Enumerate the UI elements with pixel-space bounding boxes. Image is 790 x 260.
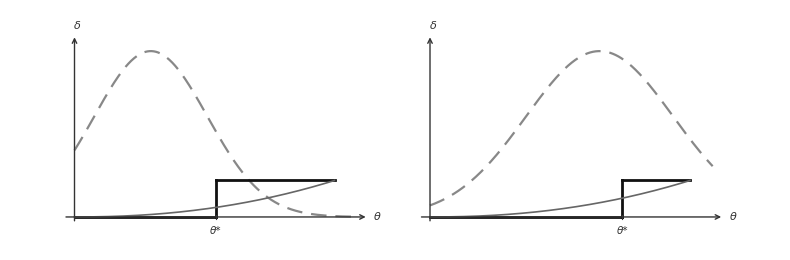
Text: θ*: θ* bbox=[616, 226, 628, 236]
Text: δ: δ bbox=[430, 21, 436, 31]
Text: θ*: θ* bbox=[210, 226, 222, 236]
Text: θ: θ bbox=[374, 212, 381, 222]
Text: δ: δ bbox=[74, 21, 81, 31]
Text: θ: θ bbox=[730, 212, 736, 222]
